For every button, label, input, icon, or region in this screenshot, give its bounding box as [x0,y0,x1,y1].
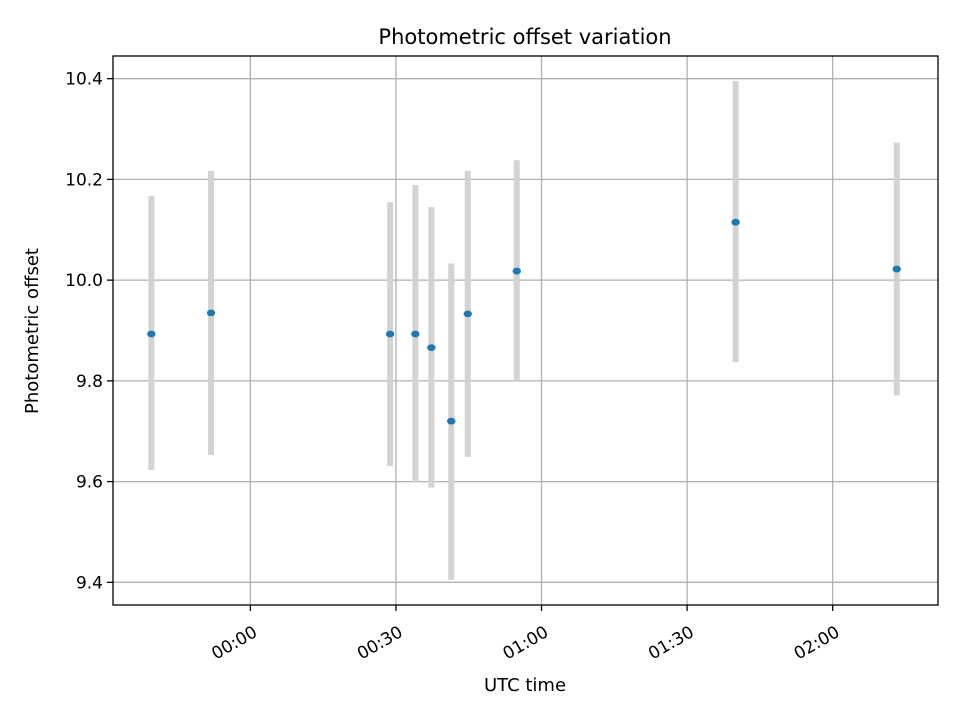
data-point [447,417,456,425]
y-axis-ticks: 9.4 9.6 9.8 10.0 10.2 10.4 [65,70,113,593]
y-tick-label: 9.4 [76,573,103,593]
plot-frame [112,55,939,606]
data-point [206,309,216,317]
chart-title: Photometric offset variation [378,25,671,49]
data-point [427,344,436,352]
y-tick-label: 10.4 [65,70,103,90]
data-points [147,218,901,425]
data-point [463,310,472,318]
data-point [147,330,156,338]
data-point [892,265,901,273]
data-point [411,330,420,338]
y-tick-label: 9.6 [76,473,103,493]
y-tick-label: 10.2 [65,170,103,190]
data-point [731,218,740,226]
data-point [385,330,395,338]
y-axis-label: Photometric offset [22,248,43,414]
grid [113,56,938,605]
x-axis-label: UTC time [484,675,566,696]
y-tick-label: 10.0 [65,271,103,291]
data-point [512,267,521,275]
y-tick-label: 9.8 [76,372,103,392]
